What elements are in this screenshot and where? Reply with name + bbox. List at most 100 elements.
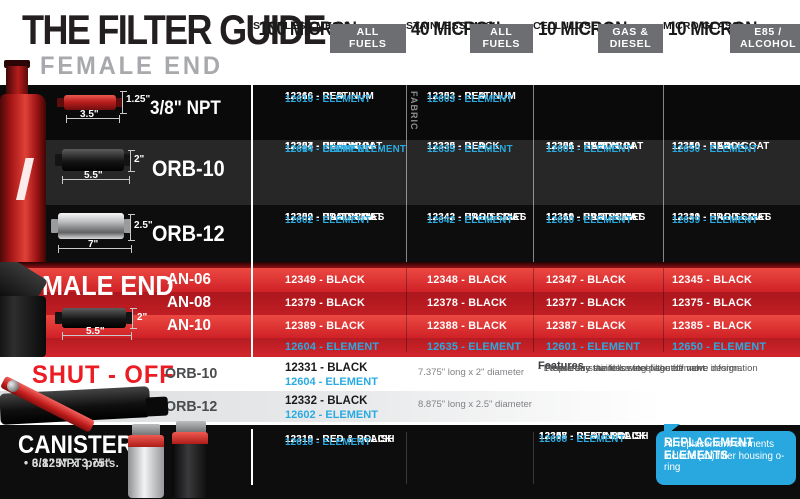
part-number: 12378 - BLACK — [427, 297, 508, 310]
part-number: 12341 - HARD COAT — [672, 212, 770, 223]
shut-off-heading: SHUT - OFF — [32, 361, 175, 389]
features-heading: Features — [538, 360, 584, 372]
size-spec: 7.375" long x 2" diameter — [418, 367, 525, 378]
cell-40-micron: 12335 - RED 12330 - BLACK 12635 - ELEMENT — [406, 140, 533, 205]
part-number: 12309 - HARD COAT — [285, 212, 383, 223]
element-number: 12601 - ELEMENT — [546, 341, 641, 354]
fuel-badge: ALL FUELS — [329, 24, 406, 53]
part-number: 12353 - PLATINUM — [427, 91, 517, 102]
row-label: 3/8" NPT — [150, 98, 221, 119]
cell: 12601 - ELEMENT — [533, 338, 663, 357]
row-label: ORB-12 — [152, 221, 225, 246]
cell-100-micron: 12302 - PRO SERIES 12352 - PLATINUM 12309 … — [253, 205, 406, 262]
element-number: 12635 - ELEMENT — [427, 341, 522, 354]
row-label-an10: AN-10 — [167, 317, 211, 334]
dimension-line — [58, 245, 132, 253]
element-number: 12616 - ELEMENT — [285, 94, 371, 105]
part-number: 12330 - BLACK — [427, 141, 500, 152]
canister-product-photos — [124, 420, 220, 499]
canister-bullet: • 3/8" NPT ports. — [24, 458, 120, 470]
part-number: 12385 - BLACK — [672, 320, 753, 333]
callout-title: REPLACEMENT ELEMENTS — [664, 437, 754, 462]
row-label-an06: AN-06 — [167, 271, 211, 288]
fuel-badge: E85 / ALCOHOL — [730, 24, 800, 53]
cell-10-micron-cellulose: 12310 - PRO SERIES 12360 - PLATINUM 12311 … — [533, 205, 663, 262]
part-number: 12349 - BLACK — [285, 273, 366, 286]
part-number: 12352 - PLATINUM — [285, 212, 375, 223]
part-number: 12358 - PLATINUM — [539, 431, 629, 442]
part-number: 12346 - HARD COAT — [672, 141, 770, 152]
cell-10-micron-micro-glass: 12340 - RED 12350 - BLACK 12346 - HARD COA… — [663, 140, 800, 205]
cell: 12389 - BLACK — [253, 315, 406, 338]
row-orb-10: 2" 5.5" ORB-10 12304 - RED 12324 - BLACK 1… — [0, 140, 800, 205]
part-number: 12345 - BLACK — [672, 273, 753, 286]
cell: 12385 - BLACK — [663, 315, 800, 338]
cell: 12347 - BLACK — [533, 268, 663, 292]
part-number: 12348 - BLACK — [427, 273, 508, 286]
part-number: 12351 - PLATINUM — [546, 141, 636, 152]
canister-bracket — [176, 421, 206, 433]
callout-body: All replacement elements include (x1) fi… — [664, 439, 785, 473]
element-number: 12642 - ELEMENT — [427, 215, 513, 226]
canister-red-cap — [128, 435, 164, 449]
dimension-bracket — [128, 150, 135, 172]
male-row-an10: 12389 - BLACK 12388 - BLACK 12387 - BLAC… — [0, 315, 800, 338]
fuel-badge: ALL FUELS — [469, 24, 533, 53]
part-number: 12339 - PRO SERIES — [672, 212, 772, 223]
element-number: 12604 - ELEMENT — [285, 341, 380, 354]
cell-100-micron: 12316 - RED 12366 - PLATINUM 12616 - ELEM… — [253, 85, 406, 140]
dimension-label: 7" — [88, 239, 99, 250]
part-number: 12342 - PRO SERIES — [427, 212, 527, 223]
part-number: 12360 - PLATINUM — [546, 212, 636, 223]
dimension-line — [62, 332, 132, 340]
part-number: 12366 - PLATINUM — [285, 91, 375, 102]
male-row-an06: 12349 - BLACK 12348 - BLACK 12347 - BLAC… — [0, 268, 800, 292]
label-column-divider — [251, 85, 253, 357]
part-number: 12331 - BLACK — [285, 362, 368, 374]
page-title: THE FILTER GUIDE — [22, 6, 327, 53]
dimension-bracket — [130, 308, 137, 329]
element-number: 12602 - ELEMENT — [285, 215, 371, 226]
part-number: 12306 - HARD COAT — [546, 141, 644, 152]
part-number: 12304 - RED — [285, 141, 344, 152]
part-number: 12301 - RED — [546, 141, 605, 152]
red-filter-product-photo — [0, 60, 46, 262]
part-number: 12377 - BLACK — [546, 297, 627, 310]
inline-filter-photo-black — [55, 149, 131, 171]
part-number: 12332 - BLACK — [285, 395, 368, 407]
column-divider — [663, 85, 664, 262]
cell-10-micron-micro-glass: 12339 - PRO SERIES 12341 - HARD COAT 1263… — [663, 205, 800, 262]
dimension-label: 2" — [137, 312, 148, 323]
cell: 12650 - ELEMENT — [663, 338, 800, 357]
bottle-neck — [6, 66, 28, 98]
cell-10-micron-cellulose: 12301 - RED 12321 - BLACK 12351 - PLATINUM… — [533, 140, 663, 205]
part-number: 12340 - RED — [672, 141, 731, 152]
inline-filter-photo-male — [55, 308, 133, 328]
valve-hinge — [7, 380, 19, 392]
male-row-elements: 12604 - ELEMENT 12635 - ELEMENT 12601 - … — [0, 338, 800, 357]
row-label: ORB-10 — [152, 156, 225, 181]
part-number: 12307 - HARD COAT — [285, 141, 383, 152]
column-divider — [533, 432, 534, 484]
cell-100-micron: 12304 - RED 12324 - BLACK 12354 - PLATINUM… — [253, 140, 406, 205]
row-label-orb10: ORB-10 — [165, 365, 218, 382]
part-number: 12343 - HARD COAT — [427, 212, 525, 223]
part-number: 12387 - BLACK — [546, 320, 627, 333]
dimension-label: 3.5" — [80, 109, 99, 120]
feature-item: - Please see the following page for more… — [538, 363, 758, 374]
filter-material: STAINLESS MESH — [253, 20, 348, 32]
filter-material: CELLULOSE — [533, 20, 599, 32]
column-divider — [533, 85, 534, 262]
filter-material: MICRO GLASS — [663, 20, 740, 32]
canister-section: CANISTER • 3/8" NPT ports. • 6.125" x 3.7… — [0, 425, 800, 499]
element-number: 12608 - ELEMENT — [539, 434, 625, 445]
bottle-cap — [4, 60, 30, 68]
canister-red-cap — [172, 432, 208, 446]
cell: 12345 - BLACK — [663, 268, 800, 292]
part-number: 12388 - BLACK — [427, 320, 508, 333]
cell: 12349 - BLACK — [253, 268, 406, 292]
column-divider — [663, 268, 664, 352]
part-number: 12347 - BLACK — [546, 273, 627, 286]
valve-tip — [145, 396, 169, 417]
fuel-badge: GAS & DIESEL — [598, 24, 663, 53]
